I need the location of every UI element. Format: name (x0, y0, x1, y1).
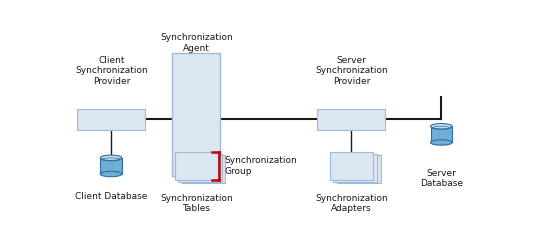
Text: Server
Database: Server Database (420, 169, 463, 188)
Text: Synchronization
Agent: Synchronization Agent (160, 33, 233, 53)
FancyBboxPatch shape (175, 152, 218, 180)
FancyBboxPatch shape (330, 152, 373, 180)
Text: Client Database: Client Database (75, 192, 147, 201)
Text: Client
Synchronization
Provider: Client Synchronization Provider (75, 56, 148, 86)
Text: Synchronization
Group: Synchronization Group (224, 156, 297, 176)
FancyBboxPatch shape (333, 154, 377, 182)
FancyBboxPatch shape (172, 53, 220, 176)
FancyBboxPatch shape (317, 109, 386, 130)
FancyBboxPatch shape (182, 155, 225, 183)
FancyBboxPatch shape (77, 109, 145, 130)
Text: Server
Synchronization
Provider: Server Synchronization Provider (315, 56, 388, 86)
Ellipse shape (100, 155, 122, 161)
Ellipse shape (430, 124, 452, 129)
FancyBboxPatch shape (178, 154, 222, 182)
FancyBboxPatch shape (430, 126, 452, 143)
Text: Synchronization
Tables: Synchronization Tables (160, 194, 233, 213)
FancyBboxPatch shape (100, 158, 122, 174)
FancyBboxPatch shape (337, 155, 381, 183)
Text: Synchronization
Adapters: Synchronization Adapters (315, 194, 388, 213)
Ellipse shape (100, 171, 122, 177)
Ellipse shape (430, 140, 452, 145)
